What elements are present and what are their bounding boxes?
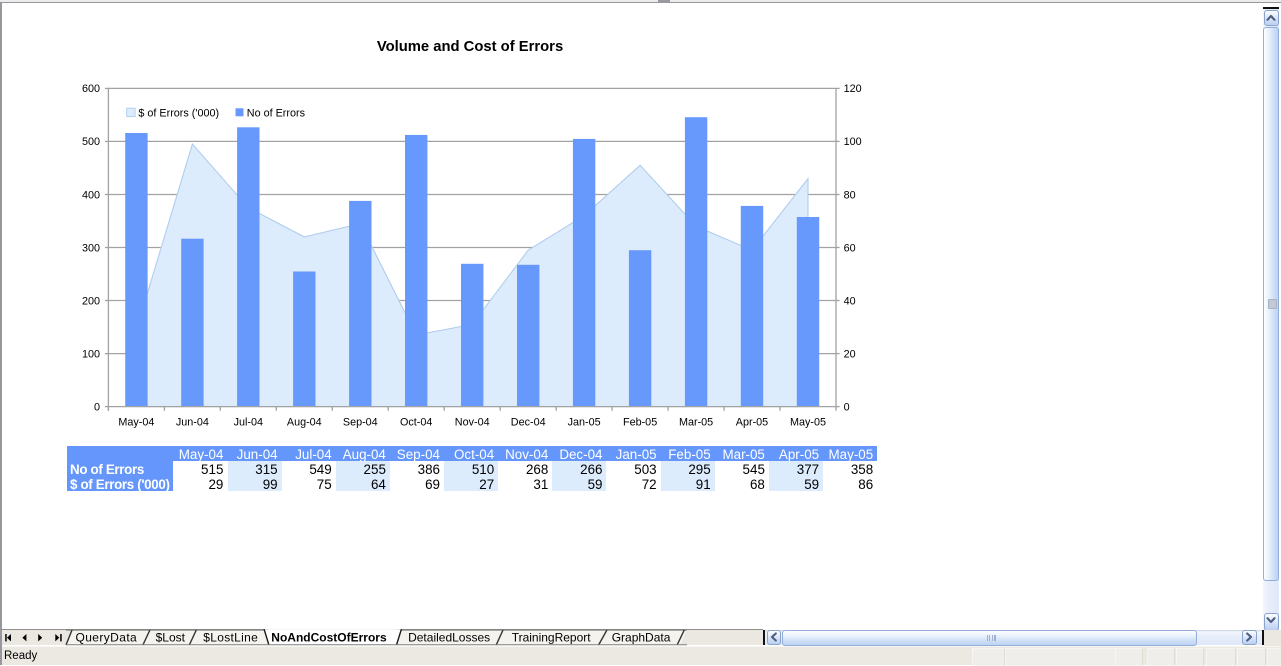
svg-text:QueryData: QueryData (76, 630, 138, 644)
svg-text:100: 100 (82, 348, 100, 360)
svg-text:300: 300 (82, 242, 100, 254)
svg-text:600: 600 (82, 83, 100, 95)
svg-text:NoAndCostOfErrors: NoAndCostOfErrors (271, 630, 387, 644)
svg-text:Jul-04: Jul-04 (234, 416, 263, 428)
svg-text:80: 80 (844, 189, 856, 201)
svg-text:500: 500 (82, 136, 100, 148)
svg-text:40: 40 (844, 295, 856, 307)
svg-text:Sep-04: Sep-04 (343, 416, 378, 428)
svg-text:120: 120 (844, 83, 862, 95)
svg-text:Feb-05: Feb-05 (623, 416, 657, 428)
svg-text:$Lost: $Lost (156, 630, 186, 644)
svg-text:$LostLine: $LostLine (203, 630, 258, 644)
svg-text:Volume and Cost of Errors: Volume and Cost of Errors (377, 39, 563, 55)
svg-text:Dec-04: Dec-04 (511, 416, 546, 428)
svg-text:DetailedLosses: DetailedLosses (408, 630, 490, 644)
svg-text:Jan-05: Jan-05 (568, 416, 601, 428)
svg-text:200: 200 (82, 295, 100, 307)
svg-text:60: 60 (844, 242, 856, 254)
svg-text:Nov-04: Nov-04 (455, 416, 490, 428)
svg-text:May-05: May-05 (790, 416, 826, 428)
svg-text:20: 20 (844, 348, 856, 360)
svg-text:0: 0 (844, 401, 850, 413)
svg-text:Aug-04: Aug-04 (287, 416, 322, 428)
svg-text:Oct-04: Oct-04 (400, 416, 432, 428)
svg-text:No of Errors: No of Errors (247, 107, 306, 119)
svg-text:Mar-05: Mar-05 (679, 416, 713, 428)
svg-text:$ of Errors ('000): $ of Errors ('000) (138, 107, 219, 119)
svg-text:Apr-05: Apr-05 (736, 416, 768, 428)
svg-text:0: 0 (94, 401, 100, 413)
svg-text:May-04: May-04 (118, 416, 154, 428)
svg-text:TrainingReport: TrainingReport (512, 630, 592, 644)
svg-text:100: 100 (844, 136, 862, 148)
svg-text:400: 400 (82, 189, 100, 201)
svg-text:GraphData: GraphData (612, 630, 671, 644)
svg-text:Jun-04: Jun-04 (176, 416, 209, 428)
